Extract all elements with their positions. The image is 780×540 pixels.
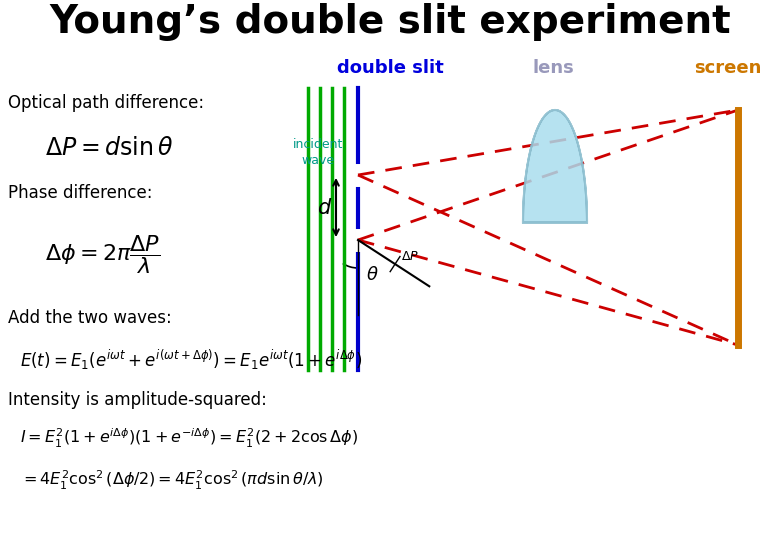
Text: $\theta$: $\theta$ [366, 266, 378, 284]
Text: lens: lens [532, 59, 574, 77]
Text: $= 4E_1^2\cos^2\left(\Delta\phi/2\right) = 4E_1^2\cos^2\left(\pi d\sin\theta/\la: $= 4E_1^2\cos^2\left(\Delta\phi/2\right)… [20, 468, 324, 491]
Text: Intensity is amplitude-squared:: Intensity is amplitude-squared: [8, 391, 267, 409]
Text: Phase difference:: Phase difference: [8, 184, 153, 202]
Text: double slit: double slit [337, 59, 443, 77]
Text: d: d [317, 198, 331, 218]
Text: incident
wave: incident wave [292, 138, 343, 166]
Text: $\Delta P = d\sin\theta$: $\Delta P = d\sin\theta$ [45, 136, 173, 160]
Text: screen: screen [694, 59, 762, 77]
Text: $I = E_1^2\left(1+e^{i\Delta\phi}\right)\left(1+e^{-i\Delta\phi}\right) = E_1^2\: $I = E_1^2\left(1+e^{i\Delta\phi}\right)… [20, 427, 358, 450]
Text: $\Delta P$: $\Delta P$ [401, 249, 419, 262]
Text: $E(t) = E_1\left(e^{i\omega t} + e^{i(\omega t+\Delta\phi)}\right) = E_1 e^{i\om: $E(t) = E_1\left(e^{i\omega t} + e^{i(\o… [20, 348, 362, 372]
Text: Add the two waves:: Add the two waves: [8, 309, 172, 327]
Text: $\Delta\phi = 2\pi\dfrac{\Delta P}{\lambda}$: $\Delta\phi = 2\pi\dfrac{\Delta P}{\lamb… [45, 233, 161, 276]
Text: Young’s double slit experiment: Young’s double slit experiment [49, 3, 731, 41]
Text: Optical path difference:: Optical path difference: [8, 94, 204, 112]
Polygon shape [523, 110, 587, 222]
